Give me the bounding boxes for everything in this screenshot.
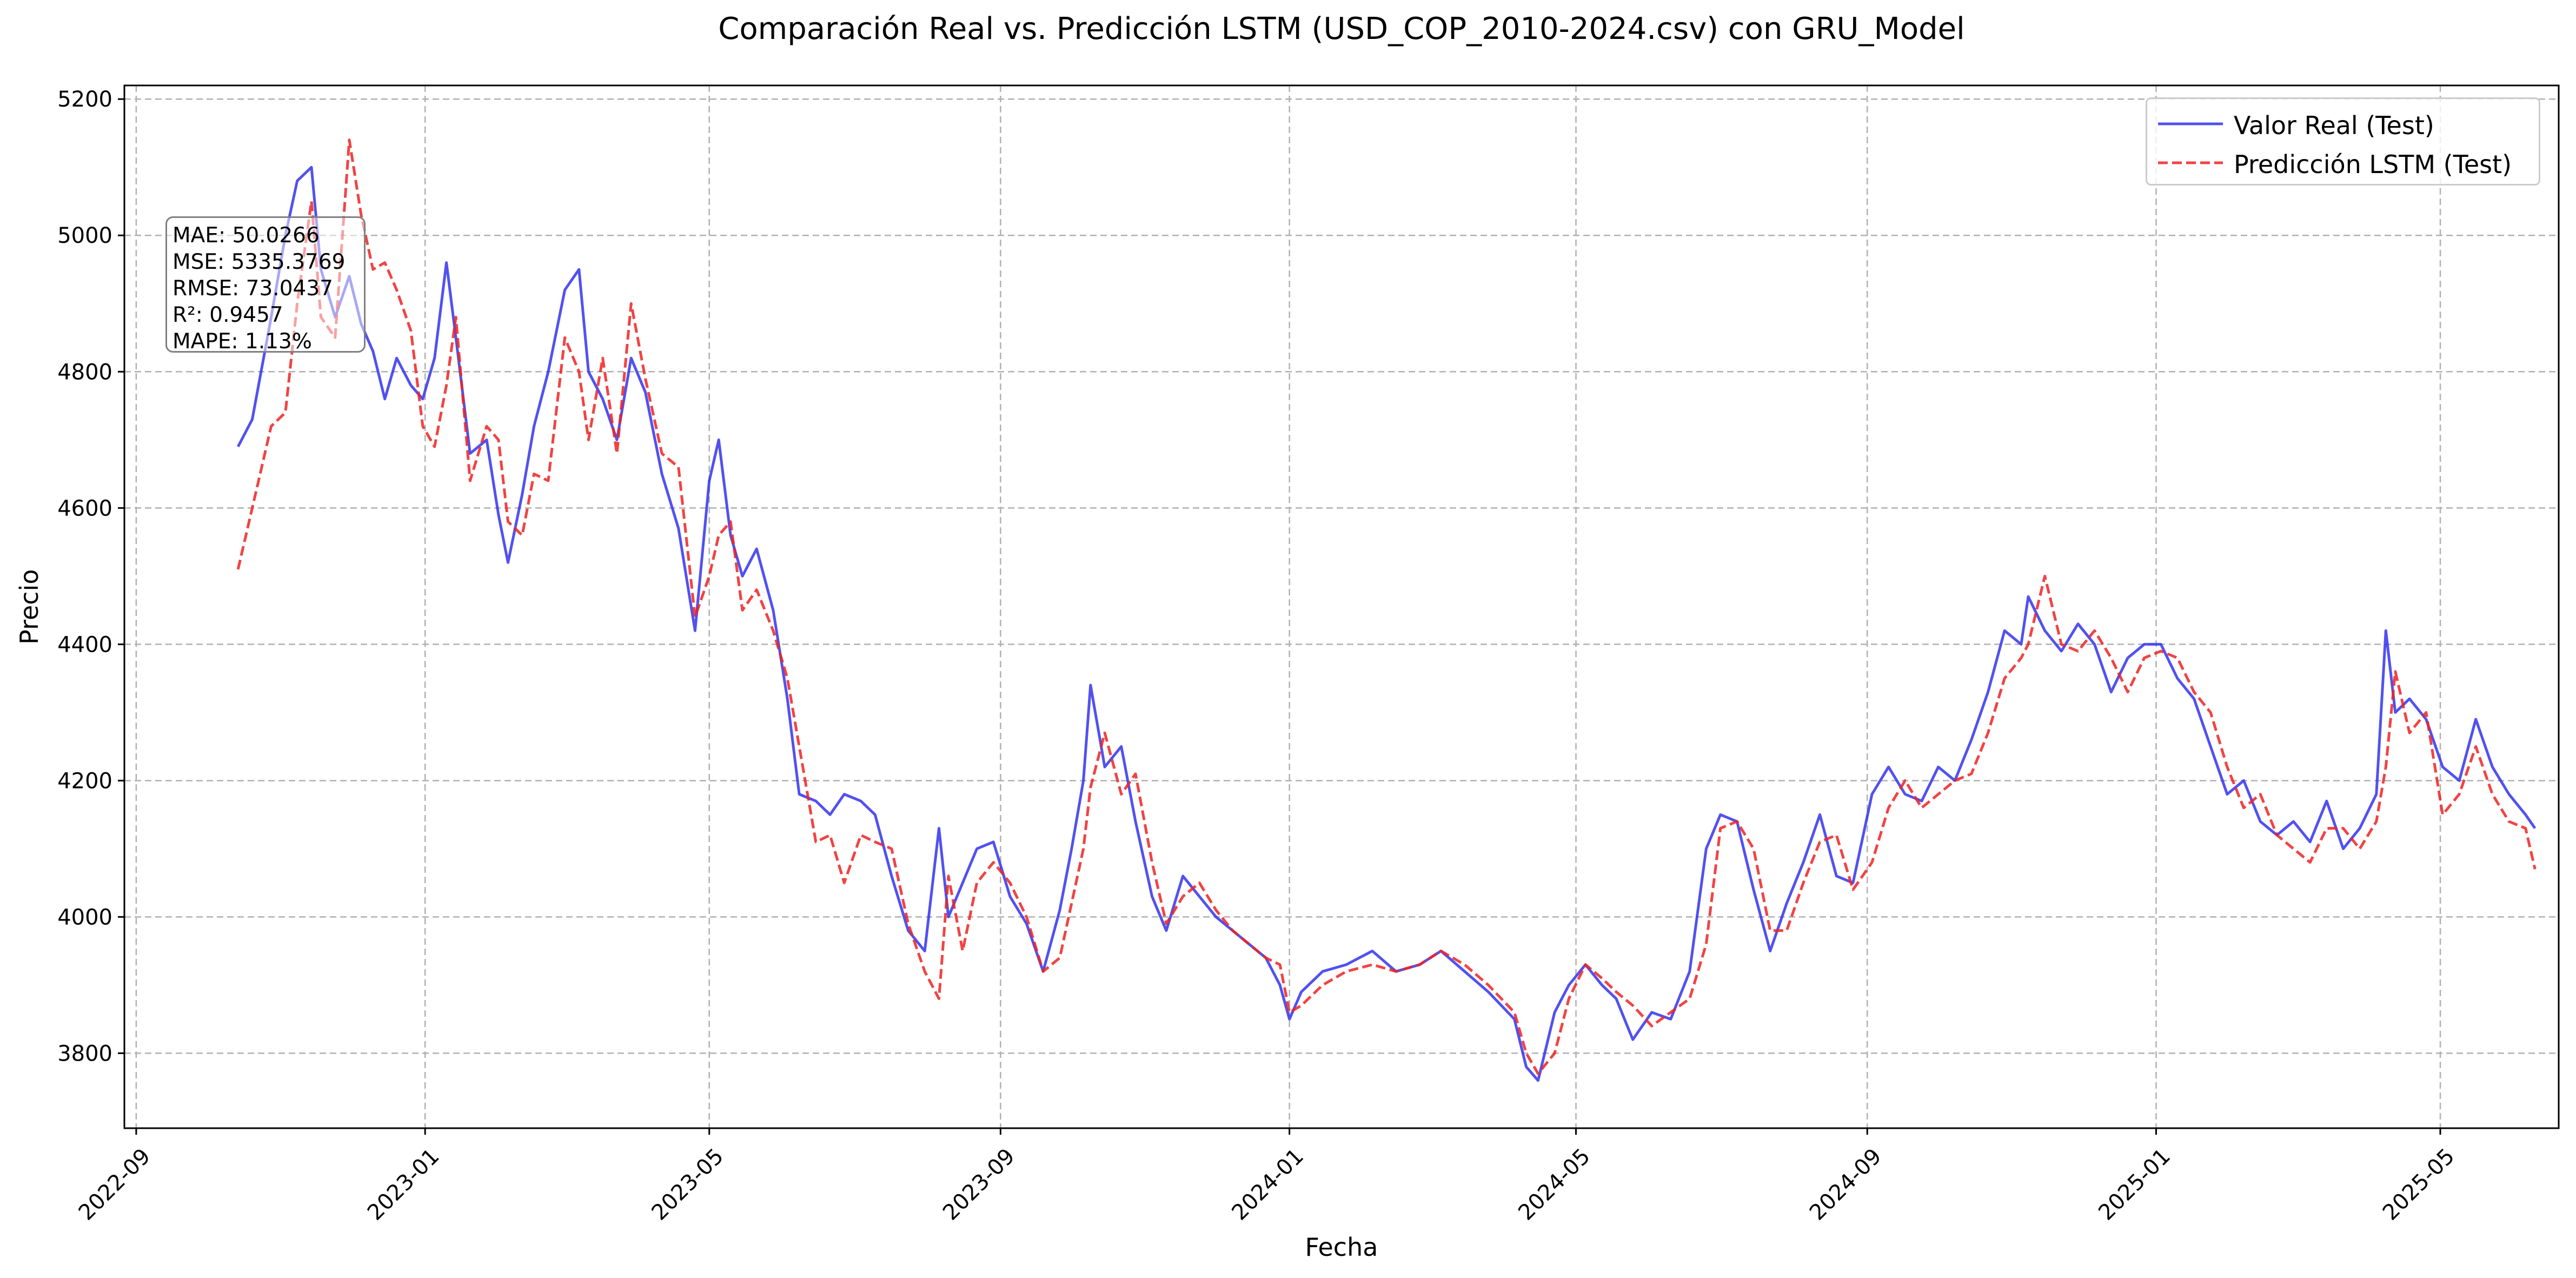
y-tick-label: 3800 [57, 1041, 112, 1066]
metric-mae: MAE: 50.0266 [172, 223, 320, 248]
y-tick-label: 5200 [57, 87, 112, 112]
grid [124, 85, 2559, 1128]
chart-title: Comparación Real vs. Predicción LSTM (US… [718, 11, 1964, 47]
series-line-real [236, 165, 2537, 1082]
legend-swatch-prediction [2158, 161, 2223, 164]
legend-entry-prediction: Predicción LSTM (Test) [2147, 147, 2539, 179]
metric-rmse: RMSE: 73.0437 [172, 276, 333, 301]
y-tick-label: 4800 [57, 360, 112, 385]
legend-entry-real: Valor Real (Test) [2147, 108, 2539, 140]
y-tick-label: 5000 [57, 223, 112, 248]
legend-label-prediction: Predicción LSTM (Test) [2234, 150, 2512, 179]
plot-frame [123, 84, 2560, 1129]
series-line-prediction [236, 138, 2537, 1075]
metrics-box: MAE: 50.0266 MSE: 5335.3769 RMSE: 73.043… [165, 216, 366, 353]
y-tick-label: 4200 [57, 769, 112, 793]
metric-mse: MSE: 5335.3769 [172, 250, 346, 274]
series-layer [236, 138, 2537, 1082]
y-tick-label: 4000 [57, 905, 112, 930]
y-tick-label: 4400 [57, 632, 112, 657]
metric-mape: MAPE: 1.13% [172, 329, 312, 353]
y-tick-label: 4600 [57, 496, 112, 521]
legend-label-real: Valor Real (Test) [2234, 111, 2434, 140]
legend: Valor Real (Test) Predicción LSTM (Test) [2146, 97, 2540, 186]
metric-r2: R²: 0.9457 [172, 303, 283, 327]
y-axis-label: Precio [15, 569, 44, 644]
x-axis-label: Fecha [1305, 1233, 1378, 1262]
legend-swatch-real [2158, 122, 2223, 125]
